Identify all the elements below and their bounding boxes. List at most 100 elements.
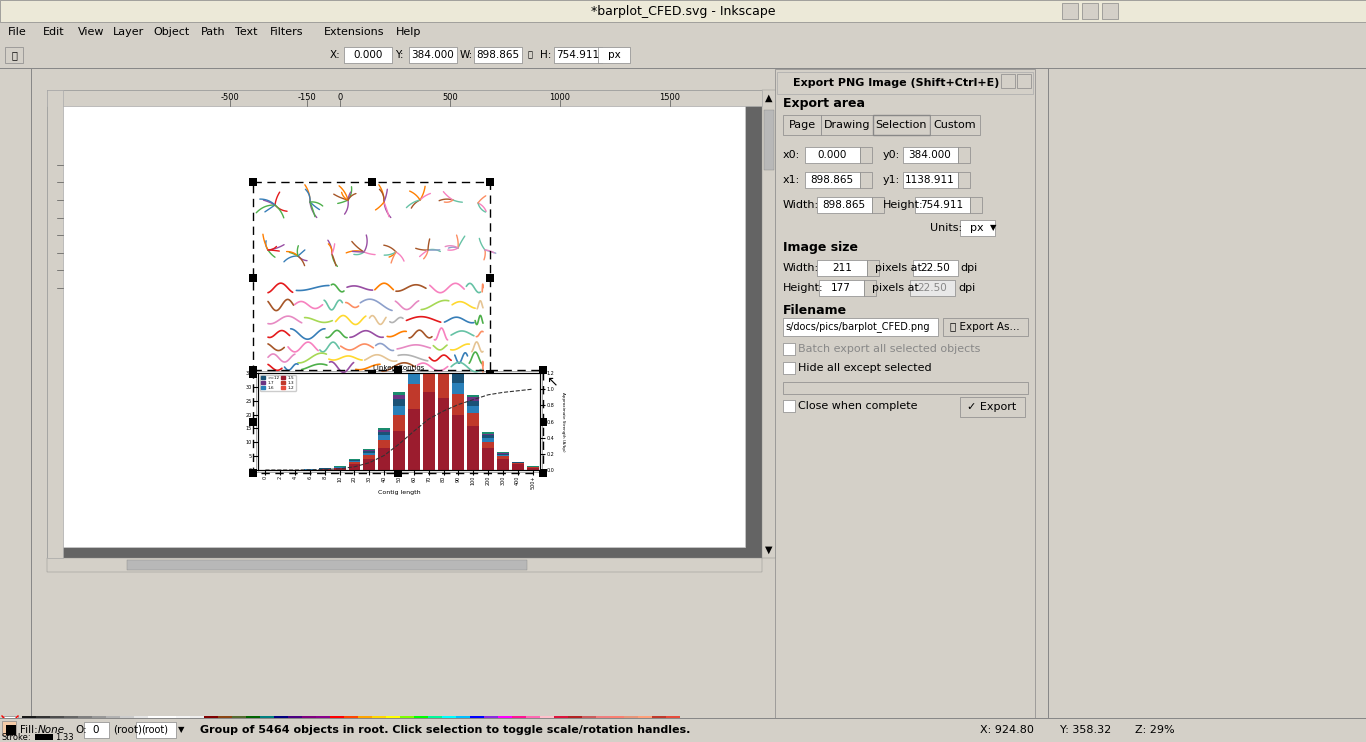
Bar xyxy=(568,716,582,732)
Text: Object: Object xyxy=(153,27,190,37)
Bar xyxy=(378,439,391,448)
Bar xyxy=(169,47,189,63)
Bar xyxy=(232,716,246,732)
Bar xyxy=(915,197,970,213)
Text: 898.865: 898.865 xyxy=(477,50,519,60)
Bar xyxy=(372,716,387,732)
Bar xyxy=(1052,411,1074,431)
Bar xyxy=(467,407,479,413)
Bar xyxy=(422,330,434,343)
Bar xyxy=(486,370,494,378)
Bar xyxy=(46,90,762,558)
Bar xyxy=(204,716,219,732)
Text: px: px xyxy=(970,223,984,233)
Bar xyxy=(749,47,762,63)
Bar xyxy=(596,716,611,732)
Bar xyxy=(452,383,464,394)
Text: Width:: Width: xyxy=(783,200,820,210)
Bar xyxy=(4,260,26,276)
Text: -500: -500 xyxy=(221,93,239,102)
Bar xyxy=(214,47,232,63)
Bar xyxy=(0,718,1366,742)
Bar xyxy=(499,716,512,732)
Bar xyxy=(805,172,861,188)
Bar xyxy=(393,393,404,395)
Text: W:: W: xyxy=(460,50,473,60)
Text: Help: Help xyxy=(396,27,421,37)
Bar xyxy=(83,722,109,738)
Bar xyxy=(1052,159,1074,179)
Bar xyxy=(1052,467,1074,487)
Bar xyxy=(437,344,449,355)
Bar xyxy=(486,178,494,186)
Bar xyxy=(817,197,872,213)
Bar xyxy=(783,318,938,336)
Bar xyxy=(512,716,526,732)
Bar xyxy=(865,280,876,296)
Bar xyxy=(452,394,464,415)
Bar xyxy=(678,47,691,63)
Bar xyxy=(1052,635,1074,655)
Bar xyxy=(512,464,523,470)
Text: Width:: Width: xyxy=(783,263,820,273)
Text: 22.50: 22.50 xyxy=(921,263,949,273)
Text: 0.000: 0.000 xyxy=(354,50,382,60)
Bar xyxy=(280,47,298,63)
Bar xyxy=(0,714,1086,734)
Bar xyxy=(1052,131,1074,151)
Text: 🖱 Export As...: 🖱 Export As... xyxy=(951,322,1020,332)
Bar xyxy=(358,716,372,732)
Bar xyxy=(4,240,26,256)
Bar xyxy=(348,461,361,462)
Bar xyxy=(236,47,254,63)
Bar xyxy=(467,413,479,426)
Bar xyxy=(126,47,143,63)
Text: Image size: Image size xyxy=(783,241,858,255)
Bar xyxy=(452,415,464,470)
Bar xyxy=(64,716,78,732)
Bar xyxy=(482,436,494,439)
Bar xyxy=(400,716,414,732)
Bar xyxy=(775,69,1035,718)
Bar xyxy=(467,395,479,398)
Bar xyxy=(452,364,464,369)
Bar xyxy=(1082,3,1098,19)
Bar xyxy=(1,716,18,732)
Bar xyxy=(783,343,795,355)
Bar xyxy=(482,439,494,441)
Legend: >=12, 1-7, 1-6, 1-5, 1-3, 1-2: >=12, 1-7, 1-6, 1-5, 1-3, 1-2 xyxy=(260,375,296,391)
Bar xyxy=(422,343,434,359)
Bar xyxy=(1052,355,1074,375)
Text: y1:: y1: xyxy=(882,175,900,185)
Bar xyxy=(1052,579,1074,599)
Bar xyxy=(127,560,527,570)
Bar xyxy=(643,47,657,63)
Bar xyxy=(22,716,36,732)
Text: 754.911: 754.911 xyxy=(921,200,963,210)
Text: ▼: ▼ xyxy=(178,726,184,735)
Text: File: File xyxy=(8,27,27,37)
Bar xyxy=(422,393,434,470)
Text: 898.865: 898.865 xyxy=(810,175,854,185)
Text: Stroke:: Stroke: xyxy=(1,734,31,742)
Bar xyxy=(92,716,107,732)
Bar xyxy=(467,398,479,401)
Text: 1138.911: 1138.911 xyxy=(906,175,955,185)
Bar xyxy=(422,315,434,322)
Text: Group of 5464 objects in root. Click selection to toggle scale/rotation handles.: Group of 5464 objects in root. Click sel… xyxy=(199,725,690,735)
Bar xyxy=(861,172,872,188)
Bar xyxy=(333,467,346,468)
Bar xyxy=(387,716,400,732)
Bar xyxy=(943,318,1029,336)
Bar xyxy=(367,370,376,378)
Text: *barplot_CFED.svg - Inkscape: *barplot_CFED.svg - Inkscape xyxy=(590,4,776,18)
Text: ↖: ↖ xyxy=(546,374,557,388)
Bar xyxy=(540,418,546,425)
Text: x1:: x1: xyxy=(783,175,800,185)
Bar xyxy=(408,372,419,384)
Bar xyxy=(1052,383,1074,403)
Bar xyxy=(5,47,23,63)
Bar xyxy=(378,448,391,470)
Bar xyxy=(474,47,522,63)
Bar xyxy=(378,436,391,439)
